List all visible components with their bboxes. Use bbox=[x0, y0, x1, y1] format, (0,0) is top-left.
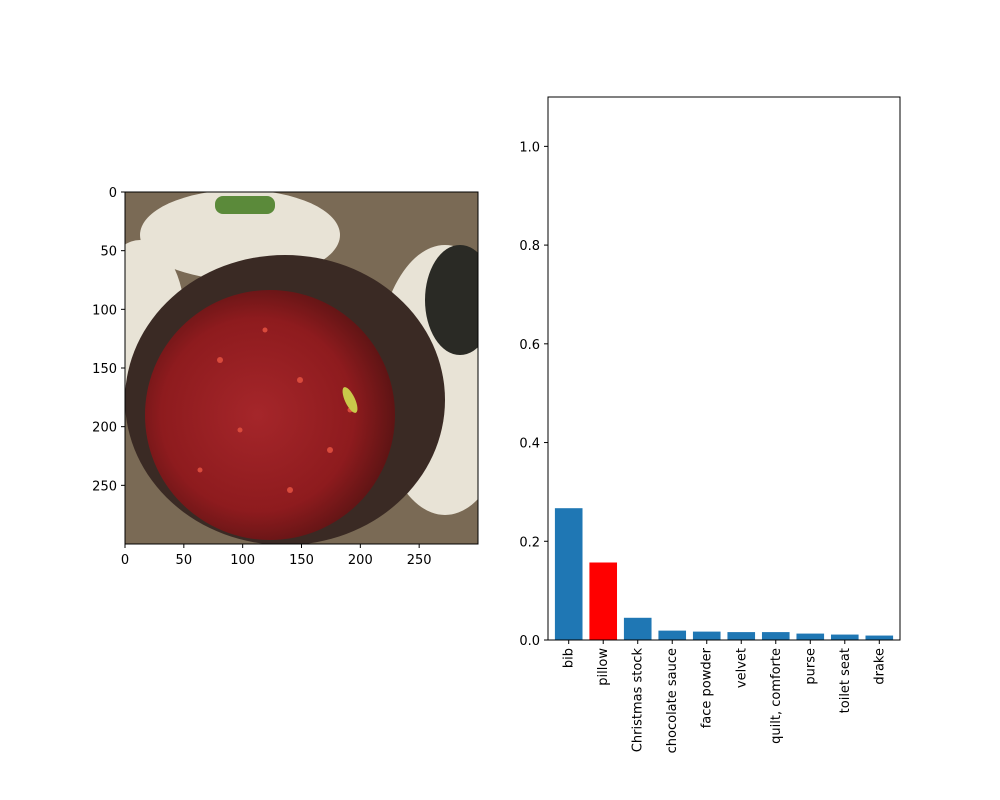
image-y-tick-label: 0 bbox=[109, 186, 117, 201]
image-y-tick-label: 150 bbox=[92, 362, 117, 377]
bar-chart-panel: 0.0 0.2 0.4 0.6 0.8 1.0 bib pillow Christmas st… bbox=[519, 96, 901, 753]
chart-y-tick-label: 0.0 bbox=[519, 634, 540, 649]
bar-face-powder bbox=[692, 631, 721, 640]
garnish-green bbox=[215, 196, 275, 214]
bar-quilt-comforte bbox=[761, 632, 790, 640]
image-x-tick-label: 100 bbox=[230, 553, 255, 568]
chart-x-ticks: bib pillow Christmas stock chocolate sauce f… bbox=[562, 640, 887, 753]
image-y-ticks: 0 50 100 150 200 250 bbox=[92, 186, 125, 494]
chart-x-tick-label: quilt, comforte bbox=[769, 648, 784, 744]
chart-y-tick-label: 0.2 bbox=[519, 535, 540, 550]
image-y-tick-label: 250 bbox=[92, 479, 117, 494]
chart-x-tick-label: drake bbox=[872, 648, 887, 685]
dark-accent bbox=[425, 245, 478, 355]
bar-velvet bbox=[727, 632, 756, 640]
image-x-tick-label: 0 bbox=[121, 553, 129, 568]
image-x-ticks: 0 50 100 150 200 250 bbox=[121, 544, 432, 568]
image-y-tick-label: 100 bbox=[92, 303, 117, 318]
bar-bib bbox=[554, 508, 583, 640]
image-y-tick-label: 200 bbox=[92, 421, 117, 436]
image-panel: 0 50 100 150 200 250 0 50 100 150 200 250 bbox=[92, 186, 479, 568]
garnish-yellow bbox=[342, 387, 358, 413]
image-x-tick-label: 200 bbox=[348, 553, 373, 568]
bar-christmas-stock bbox=[623, 617, 652, 640]
chart-x-tick-label: Christmas stock bbox=[631, 648, 646, 753]
bars bbox=[554, 508, 894, 640]
chart-y-tick-label: 1.0 bbox=[519, 140, 540, 155]
chart-y-tick-label: 0.6 bbox=[519, 338, 540, 353]
food-photo bbox=[125, 192, 478, 544]
chart-y-tick-label: 0.4 bbox=[519, 437, 540, 452]
chart-x-tick-label: pillow bbox=[596, 648, 611, 686]
chart-x-tick-label: face powder bbox=[700, 647, 715, 728]
bar-chocolate-sauce bbox=[658, 630, 687, 640]
image-x-tick-label: 50 bbox=[176, 553, 193, 568]
chart-x-tick-label: toilet seat bbox=[838, 648, 853, 713]
bar-purse bbox=[796, 633, 825, 640]
chart-x-tick-label: bib bbox=[562, 648, 577, 668]
bar-toilet-seat bbox=[830, 634, 859, 640]
bar-drake bbox=[865, 635, 894, 640]
sauce bbox=[145, 290, 395, 540]
chart-x-tick-label: velvet bbox=[734, 648, 749, 688]
image-x-tick-label: 250 bbox=[407, 553, 432, 568]
bar-pillow bbox=[589, 562, 618, 640]
image-y-tick-label: 50 bbox=[100, 245, 117, 260]
chart-x-tick-label: purse bbox=[803, 648, 818, 685]
sauce-highlights bbox=[197, 327, 353, 493]
chart-y-ticks: 0.0 0.2 0.4 0.6 0.8 1.0 bbox=[519, 140, 548, 649]
chart-y-tick-label: 0.8 bbox=[519, 239, 540, 254]
image-x-tick-label: 150 bbox=[289, 553, 314, 568]
chart-x-tick-label: chocolate sauce bbox=[665, 648, 680, 753]
chart-frame bbox=[547, 96, 901, 641]
